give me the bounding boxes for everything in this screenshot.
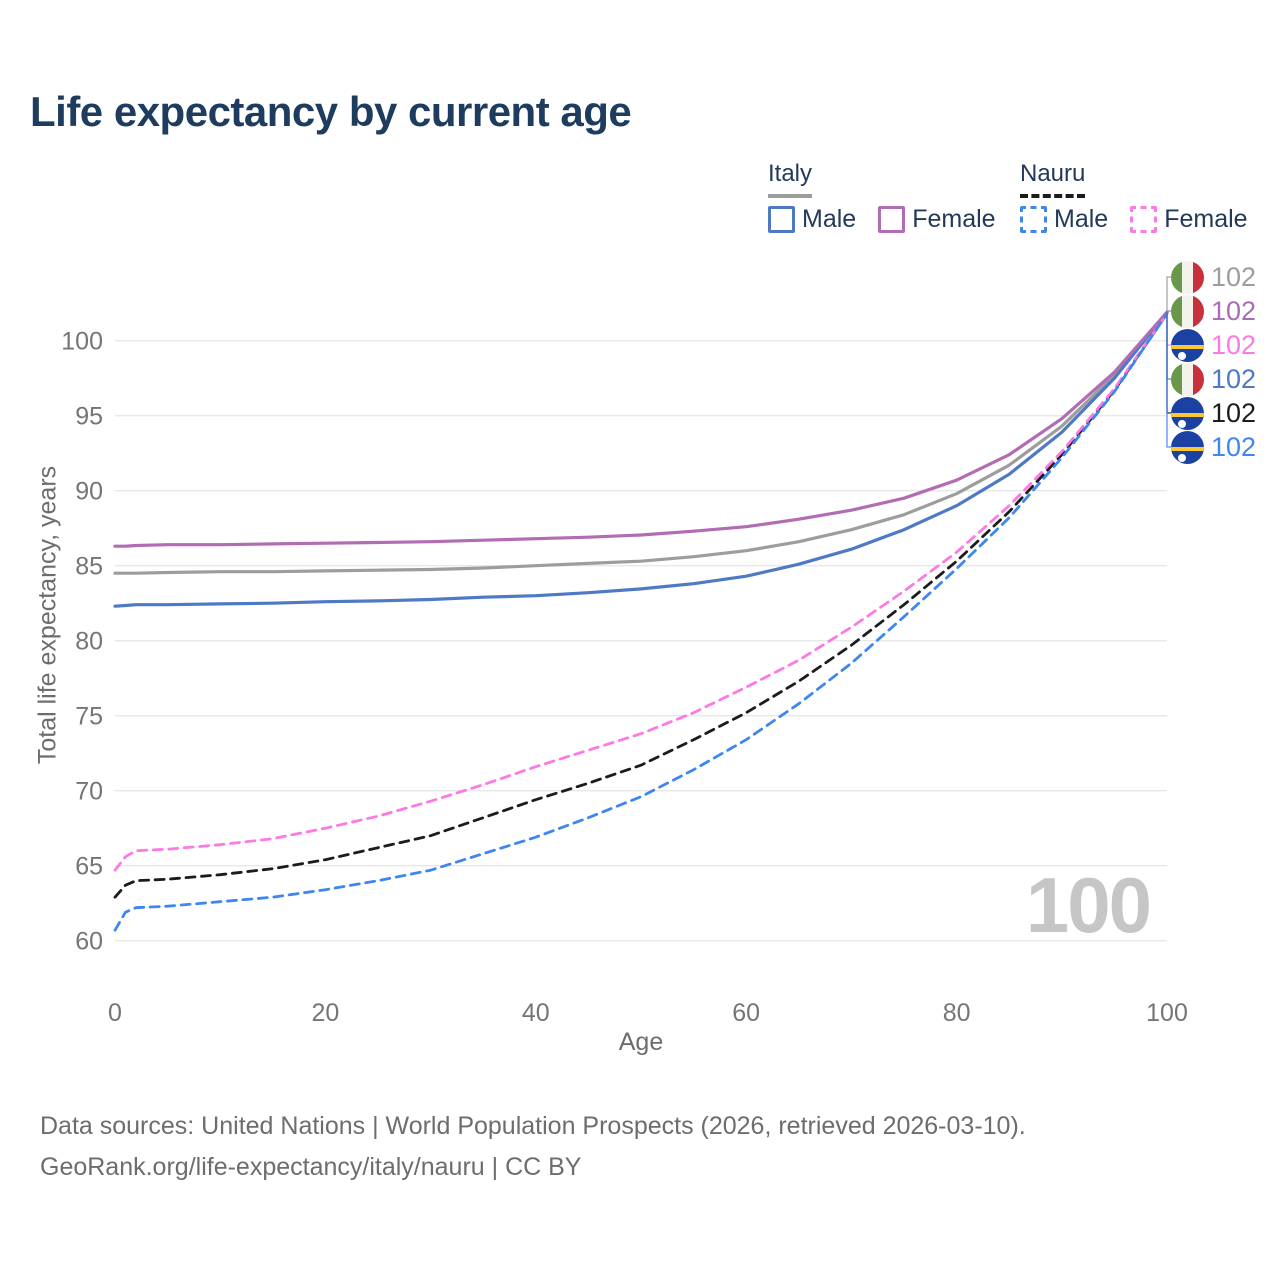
end-label-italy-male: 102 bbox=[1171, 362, 1256, 396]
series-line-nauru-male[interactable] bbox=[113, 312, 1169, 932]
x-tick-label-100: 100 bbox=[1146, 999, 1188, 1027]
y-axis-title: Total life expectancy, years bbox=[33, 465, 62, 765]
series-line-nauru-female[interactable] bbox=[113, 312, 1169, 872]
x-tick-label-40: 40 bbox=[522, 999, 550, 1027]
current-age-watermark: 100 bbox=[1025, 861, 1152, 949]
legend-group-nauru-title: Nauru bbox=[1020, 160, 1086, 198]
end-label-connector-italy-female bbox=[1166, 310, 1171, 313]
x-tick-label-60: 60 bbox=[732, 999, 760, 1027]
end-label-value-italy-all: 102 bbox=[1211, 261, 1257, 292]
end-label-value-nauru-all: 102 bbox=[1211, 397, 1257, 428]
y-tick-label-75: 75 bbox=[75, 703, 103, 731]
end-label-italy-female: 102 bbox=[1171, 294, 1256, 328]
y-tick-label-65: 65 bbox=[75, 853, 103, 881]
page-title: Life expectancy by current age bbox=[30, 88, 632, 135]
legend-item-nauru-female-label: Female bbox=[1164, 205, 1248, 233]
x-tick-label-80: 80 bbox=[943, 999, 971, 1027]
y-tick-label-100: 100 bbox=[61, 328, 103, 356]
footer-data-sources: Data sources: United Nations | World Pop… bbox=[40, 1112, 1026, 1140]
legend-item-nauru-male[interactable]: Male bbox=[1020, 205, 1108, 234]
end-label-nauru-all: 102 bbox=[1171, 396, 1256, 430]
end-label-connector-nauru-male bbox=[1166, 313, 1171, 448]
legend-item-italy-female[interactable]: Female bbox=[878, 205, 996, 234]
footer-attribution: GeoRank.org/life-expectancy/italy/nauru … bbox=[40, 1153, 582, 1181]
legend-item-nauru-male-label: Male bbox=[1054, 205, 1109, 233]
end-label-value-nauru-male: 102 bbox=[1211, 431, 1257, 462]
italy-male-swatch-icon bbox=[768, 206, 795, 233]
series-line-nauru-all[interactable] bbox=[113, 312, 1169, 899]
end-label-nauru-female: 102 bbox=[1171, 328, 1256, 362]
y-tick-label-80: 80 bbox=[75, 628, 103, 656]
italy-flag-icon bbox=[1171, 362, 1204, 396]
x-axis-title: Age bbox=[618, 1028, 664, 1056]
y-tick-label-95: 95 bbox=[75, 403, 103, 431]
series-line-italy-male[interactable] bbox=[113, 310, 1169, 608]
y-tick-label-85: 85 bbox=[75, 553, 103, 581]
legend-group-nauru: Nauru Male Female bbox=[1020, 160, 1248, 234]
legend-item-italy-female-label: Female bbox=[912, 205, 996, 233]
end-label-connector-italy-all bbox=[1166, 276, 1171, 313]
y-tick-label-60: 60 bbox=[75, 928, 103, 956]
legend-group-italy-title: Italy bbox=[768, 160, 813, 198]
footer: Data sources: United Nations | World Pop… bbox=[40, 1106, 1026, 1188]
legend-item-italy-male-label: Male bbox=[802, 205, 857, 233]
series-line-italy-all[interactable] bbox=[113, 310, 1169, 575]
end-label-value-italy-female: 102 bbox=[1211, 295, 1257, 326]
nauru-flag-icon bbox=[1171, 328, 1204, 362]
nauru-male-swatch-icon bbox=[1020, 206, 1047, 233]
x-tick-label-0: 0 bbox=[108, 999, 122, 1027]
y-tick-label-70: 70 bbox=[75, 778, 103, 806]
x-tick-label-20: 20 bbox=[311, 999, 339, 1027]
nauru-flag-icon bbox=[1171, 430, 1204, 464]
end-label-value-nauru-female: 102 bbox=[1211, 329, 1257, 360]
italy-flag-icon bbox=[1171, 260, 1204, 294]
italy-female-swatch-icon bbox=[878, 206, 906, 233]
end-label-italy-all: 102 bbox=[1171, 260, 1256, 294]
legend-item-nauru-female[interactable]: Female bbox=[1130, 205, 1248, 234]
y-tick-label-90: 90 bbox=[75, 478, 103, 506]
nauru-flag-icon bbox=[1171, 396, 1204, 430]
nauru-female-swatch-icon bbox=[1130, 206, 1158, 233]
end-label-nauru-male: 102 bbox=[1171, 430, 1256, 464]
end-label-value-italy-male: 102 bbox=[1211, 363, 1257, 394]
italy-flag-icon bbox=[1171, 294, 1204, 328]
legend-item-italy-male[interactable]: Male bbox=[768, 205, 856, 234]
legend-group-italy: Italy Male Female bbox=[768, 160, 996, 234]
series-line-italy-female[interactable] bbox=[113, 310, 1169, 548]
